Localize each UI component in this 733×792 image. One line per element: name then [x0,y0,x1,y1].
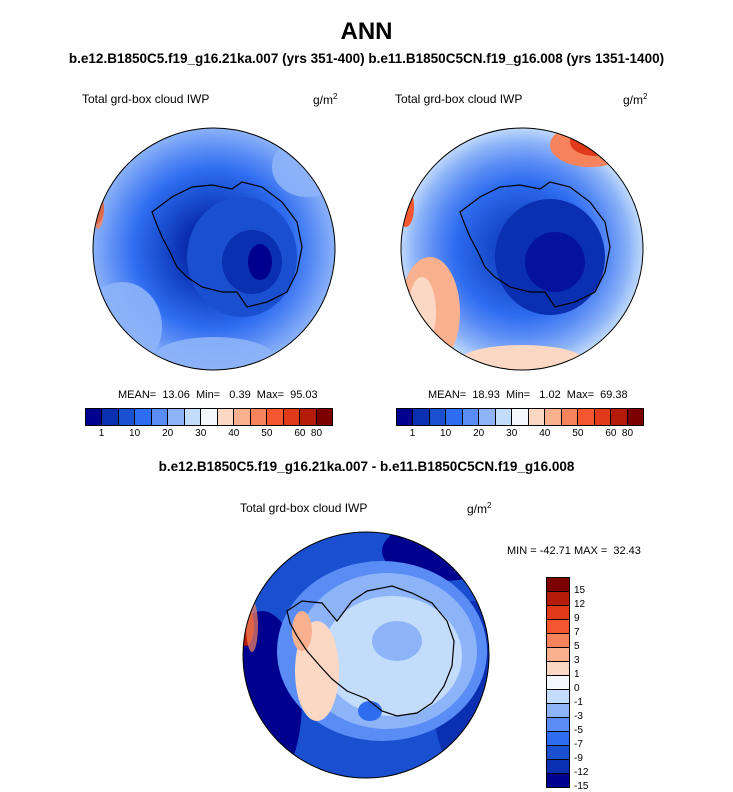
colorbar-swatch [512,409,529,425]
colorbar-swatch [547,732,569,746]
colorbar-tick-label: 20 [162,428,174,439]
right-panel-unit: g/m2 [623,92,648,107]
colorbar-swatch [184,409,202,425]
colorbar-tick-label: 50 [261,428,273,439]
right-panel-stats: MEAN= 18.93 Min= 1.02 Max= 69.38 [428,389,628,401]
colorbar-tick-label: 40 [539,428,551,439]
colorbar-swatch [547,704,569,718]
colorbar-swatch [528,409,546,425]
colorbar-swatch [594,409,612,425]
colorbar-tick-label: 9 [574,613,580,624]
colorbar-tick-label: 80 [310,428,323,439]
colorbar-swatch [547,690,569,704]
diff-panel-unit: g/m2 [467,501,492,516]
left-panel-label: Total grd-box cloud IWP [82,92,210,106]
colorbar-tick-label: 60 [605,428,617,439]
colorbar-swatch [135,409,152,425]
colorbar-tick-label: 10 [129,428,141,439]
colorbar-swatch [561,409,579,425]
colorbar-swatch [547,718,569,732]
colorbar-swatch [578,409,595,425]
right-panel-label: Total grd-box cloud IWP [395,92,523,106]
colorbar-swatch [547,676,569,690]
colorbar-swatch [267,409,284,425]
colorbar-swatch [547,634,569,648]
colorbar-swatch [547,606,569,620]
colorbar-swatch [547,774,569,787]
diff-title: b.e12.B1850C5.f19_g16.21ka.007 - b.e11.B… [158,459,575,474]
colorbar-swatch [413,409,430,425]
colorbar-tick-label: 7 [574,627,580,638]
colorbar-tick-label: -9 [574,753,583,764]
colorbar-swatch [547,662,569,676]
colorbar-tick-label: 30 [506,428,518,439]
colorbar-tick-label: 80 [621,428,634,439]
figure-title: ANN [340,18,393,45]
colorbar-swatch [547,592,569,606]
colorbar-swatch [611,409,628,425]
figure-subtitle: b.e12.B1850C5.f19_g16.21ka.007 (yrs 351-… [68,51,665,66]
colorbar-swatch [547,620,569,634]
colorbar-tick-label: 50 [572,428,584,439]
colorbar-tick-label: 15 [574,585,586,596]
left-panel-unit: g/m2 [313,92,338,107]
colorbar-tick-label: 30 [195,428,207,439]
colorbar-tick-label: 1 [574,669,580,680]
colorbar-swatch [151,409,169,425]
colorbar-tick-label: 12 [574,599,586,610]
colorbar-swatch [462,409,480,425]
colorbar-swatch [547,760,569,774]
colorbar-swatch [217,409,235,425]
colorbar-tick-label: 40 [228,428,240,439]
colorbar-swatch [479,409,496,425]
colorbar-swatch [86,409,103,425]
colorbar-swatch [316,409,333,425]
colorbar-swatch [547,648,569,662]
colorbar-swatch [234,409,251,425]
colorbar-swatch [283,409,301,425]
diff-colorbar: 15 12 9 7 5 3 1 0 -1 -3 -5 -7 -9 -12 -15 [546,577,606,792]
colorbar-tick-label: 0 [574,683,580,694]
colorbar-swatch [446,409,463,425]
colorbar-swatch [429,409,447,425]
colorbar-swatch [250,409,268,425]
colorbar-tick-label: 5 [574,641,580,652]
colorbar-swatch [545,409,562,425]
colorbar-tick-label: 60 [294,428,306,439]
colorbar-tick-label: -5 [574,725,583,736]
left-polar-map [92,127,336,371]
colorbar-tick-label: -7 [574,739,583,750]
colorbar-swatch [168,409,185,425]
right-polar-map [400,127,644,371]
colorbar-tick-label: 1 [98,428,105,439]
colorbar-swatch [495,409,513,425]
colorbar-swatch [397,409,414,425]
colorbar-tick-label: 3 [574,655,580,666]
colorbar-tick-label: -15 [574,781,589,792]
colorbar-tick-label: 20 [473,428,485,439]
colorbar-tick-label: -1 [574,697,583,708]
colorbar-swatch [547,578,569,592]
diff-polar-map [242,531,490,779]
colorbar-tick-label: 1 [409,428,416,439]
colorbar-tick-label: -3 [574,711,583,722]
colorbar-swatch [201,409,218,425]
left-colorbar: 1 10 20 30 40 50 60 80 [85,408,333,440]
colorbar-swatch [627,409,644,425]
diff-panel-stats: MIN = -42.71 MAX = 32.43 [507,545,641,557]
right-colorbar: 1 10 20 30 40 50 60 80 [396,408,644,440]
diff-panel-label: Total grd-box cloud IWP [240,501,368,515]
colorbar-swatch [300,409,317,425]
colorbar-tick-label: 10 [440,428,452,439]
colorbar-swatch [102,409,119,425]
colorbar-swatch [547,746,569,760]
colorbar-swatch [118,409,136,425]
left-panel-stats: MEAN= 13.06 Min= 0.39 Max= 95.03 [118,389,318,401]
colorbar-tick-label: -12 [574,767,589,778]
